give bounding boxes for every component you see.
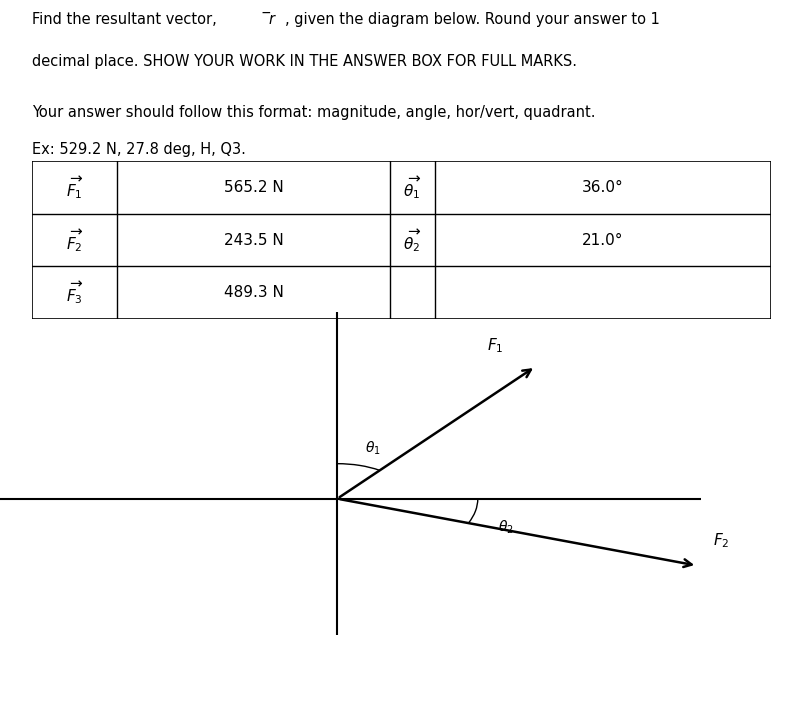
- Text: ̅r: ̅r: [269, 13, 274, 27]
- Text: Your answer should follow this format: magnitude, angle, hor/vert, quadrant.: Your answer should follow this format: m…: [32, 105, 595, 120]
- Text: Find the resultant vector,: Find the resultant vector,: [32, 13, 221, 27]
- Text: 36.0°: 36.0°: [581, 180, 623, 195]
- Text: 565.2 N: 565.2 N: [224, 180, 283, 195]
- Text: decimal place. SHOW YOUR WORK IN THE ANSWER BOX FOR FULL MARKS.: decimal place. SHOW YOUR WORK IN THE ANS…: [32, 54, 577, 69]
- Text: $\theta_2$: $\theta_2$: [497, 518, 513, 536]
- Text: $\overrightarrow{F_1}$: $\overrightarrow{F_1}$: [66, 174, 83, 201]
- Text: 489.3 N: 489.3 N: [224, 285, 283, 300]
- Text: $F_1$: $F_1$: [486, 336, 503, 355]
- Text: 21.0°: 21.0°: [581, 233, 623, 247]
- Text: 243.5 N: 243.5 N: [224, 233, 283, 247]
- Text: $\overrightarrow{\theta_2}$: $\overrightarrow{\theta_2}$: [403, 226, 421, 254]
- Text: , given the diagram below. Round your answer to 1: , given the diagram below. Round your an…: [285, 13, 659, 27]
- Text: $F_2$: $F_2$: [712, 531, 729, 550]
- Text: $\theta_1$: $\theta_1$: [365, 440, 381, 457]
- Text: Ex: 529.2 N, 27.8 deg, H, Q3.: Ex: 529.2 N, 27.8 deg, H, Q3.: [32, 142, 245, 157]
- Text: $\overrightarrow{F_3}$: $\overrightarrow{F_3}$: [66, 279, 83, 306]
- Text: $\overrightarrow{F_2}$: $\overrightarrow{F_2}$: [66, 226, 83, 254]
- Text: $\overrightarrow{\theta_1}$: $\overrightarrow{\theta_1}$: [403, 174, 421, 201]
